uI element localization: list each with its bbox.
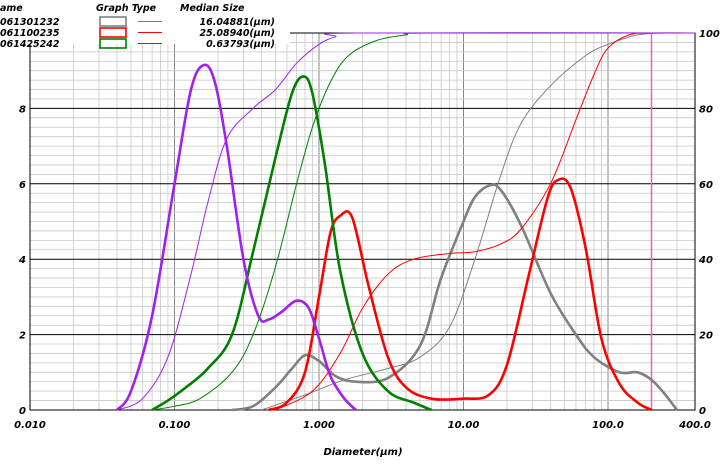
- series-frequency-line: [151, 75, 432, 412]
- y-left-tick-label: 0: [19, 406, 26, 417]
- x-tick-label: 400.0: [678, 420, 711, 431]
- y-right-tick-label: 60: [699, 180, 713, 191]
- y-left-tick-label: 4: [18, 255, 26, 266]
- legend-series-name: 061425242: [0, 39, 60, 50]
- y-left-tick-label: 6: [19, 180, 26, 191]
- legend-swatch: [99, 38, 127, 49]
- legend: ame Graph Type Median Size 061301232 16.0488…: [0, 0, 290, 50]
- x-tick-label: 0.010: [14, 420, 46, 431]
- y-left-tick-label: 2: [19, 331, 26, 342]
- y-right-tick-label: 100: [699, 29, 720, 40]
- y-right-tick-label: 80: [699, 104, 713, 115]
- legend-header: Graph Type: [96, 3, 157, 14]
- series-frequency-line: [115, 63, 357, 411]
- series-cumulative-line: [261, 32, 696, 411]
- legend-series-name: 061100235: [0, 28, 60, 39]
- x-tick-label: 1.000: [303, 420, 335, 431]
- y-right-tick-label: 20: [699, 331, 713, 342]
- series-frequency-line: [231, 183, 678, 412]
- legend-series-name: 061301232: [0, 17, 60, 28]
- legend-median-size: 25.08940(µm): [200, 28, 275, 39]
- legend-swatch: [99, 16, 127, 27]
- y-right-tick-label: 0: [699, 406, 706, 417]
- legend-header: ame: [0, 3, 23, 14]
- series-cumulative-line: [275, 32, 696, 411]
- x-tick-label: 0.100: [159, 420, 191, 431]
- legend-header: Median Size: [180, 3, 245, 14]
- legend-median-size: 16.04881(µm): [200, 17, 275, 28]
- x-tick-label: 100.0: [592, 420, 624, 431]
- series: [115, 32, 696, 412]
- legend-median-size: 0.63793(µm): [206, 39, 275, 50]
- series-cumulative-line: [116, 32, 696, 411]
- legend-swatch: [99, 27, 127, 38]
- x-tick-label: 10.00: [448, 420, 480, 431]
- series-frequency-line: [268, 177, 653, 412]
- y-left-tick-label: 8: [19, 104, 26, 115]
- y-right-tick-label: 40: [698, 255, 713, 266]
- x-axis-label: Diameter(µm): [323, 447, 402, 458]
